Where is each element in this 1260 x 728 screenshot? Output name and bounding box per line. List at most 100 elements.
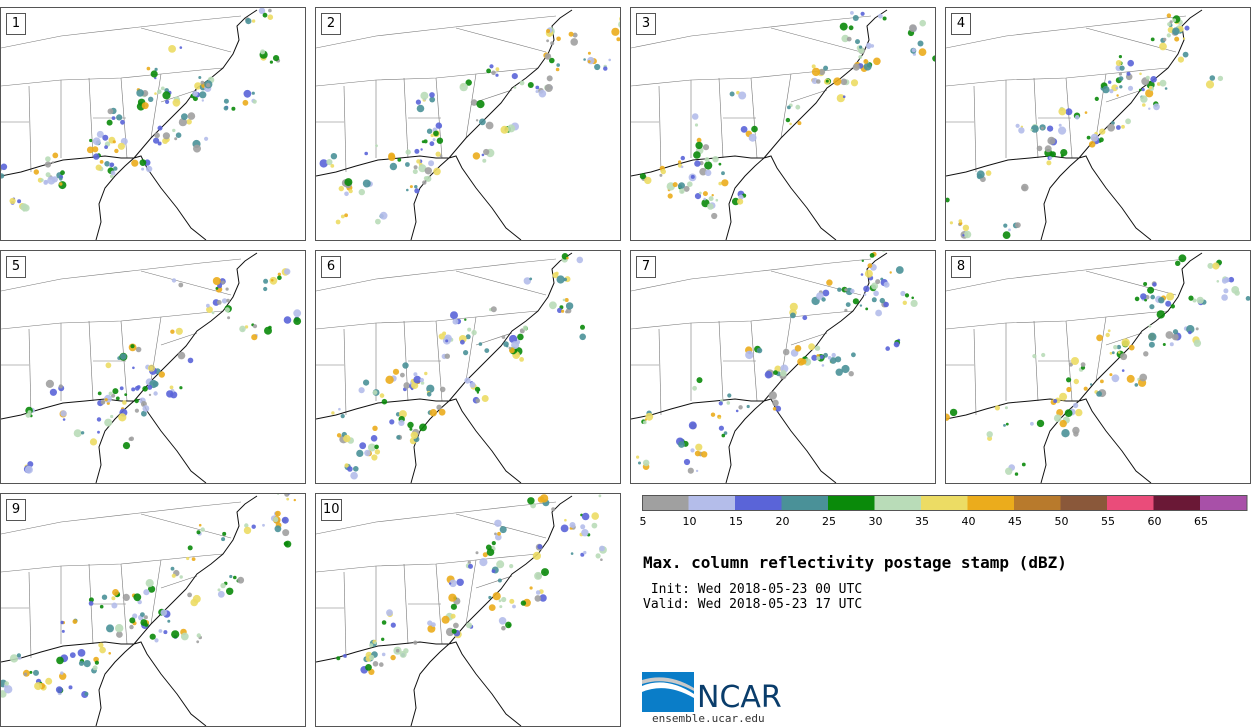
reflectivity-cell	[1148, 107, 1151, 110]
reflectivity-cell	[371, 454, 378, 461]
reflectivity-cell	[1139, 72, 1142, 76]
reflectivity-cell	[227, 316, 231, 320]
reflectivity-cell	[450, 613, 456, 619]
reflectivity-cell	[364, 449, 371, 457]
reflectivity-cell	[206, 303, 210, 308]
reflectivity-cell	[850, 79, 859, 87]
panel-number: 10	[321, 499, 342, 521]
reflectivity-cell	[511, 341, 520, 350]
reflectivity-cell	[429, 92, 435, 98]
reflectivity-cell	[1053, 399, 1058, 403]
reflectivity-cell	[537, 544, 543, 550]
reflectivity-cell	[859, 304, 863, 307]
reflectivity-cell	[569, 522, 576, 528]
colorbar-tick-label: 45	[1008, 515, 1022, 528]
reflectivity-cell	[1, 173, 5, 179]
reflectivity-cell	[1080, 362, 1086, 367]
reflectivity-cell	[92, 146, 99, 153]
reflectivity-cell	[251, 334, 258, 341]
reflectivity-cell	[166, 390, 174, 398]
reflectivity-cell	[93, 153, 100, 160]
reflectivity-cell	[1059, 392, 1068, 401]
reflectivity-cell	[1178, 254, 1187, 263]
reflectivity-cell	[429, 409, 437, 417]
reflectivity-cell	[154, 132, 160, 139]
reflectivity-cell	[645, 412, 654, 421]
reflectivity-cell	[344, 463, 349, 468]
reflectivity-cell	[33, 169, 39, 175]
reflectivity-cell	[175, 327, 183, 335]
reflectivity-cell	[694, 160, 701, 167]
init-time: Init: Wed 2018-05-23 00 UTC	[643, 582, 863, 597]
reflectivity-cell	[910, 299, 918, 307]
reflectivity-cell	[498, 617, 507, 625]
reflectivity-cell	[475, 551, 479, 555]
reflectivity-cell	[112, 140, 116, 144]
state-border	[455, 27, 547, 53]
reflectivity-cell	[140, 612, 145, 617]
reflectivity-cell	[1047, 125, 1054, 132]
coastline	[631, 155, 764, 177]
reflectivity-cell	[819, 354, 824, 360]
reflectivity-cell	[840, 78, 848, 86]
reflectivity-cell	[122, 442, 131, 450]
reflectivity-cell	[263, 278, 269, 284]
reflectivity-cell	[174, 137, 178, 141]
reflectivity-cell	[509, 564, 514, 569]
reflectivity-cell	[111, 116, 116, 120]
reflectivity-cell	[863, 62, 872, 71]
reflectivity-cell	[865, 42, 872, 49]
reflectivity-cell	[1145, 75, 1150, 80]
reflectivity-cell	[690, 174, 695, 179]
reflectivity-cell	[398, 419, 405, 426]
reflectivity-cell	[365, 664, 372, 671]
reflectivity-cell	[841, 34, 849, 43]
reflectivity-cell	[723, 431, 728, 435]
reflectivity-cell	[343, 654, 347, 658]
reflectivity-cell	[539, 594, 547, 602]
reflectivity-cell	[418, 164, 427, 173]
reflectivity-cell	[187, 545, 193, 551]
reflectivity-cell	[1182, 51, 1189, 58]
reflectivity-cell	[1149, 304, 1155, 310]
reflectivity-cell	[379, 393, 385, 398]
reflectivity-cell	[878, 13, 883, 19]
reflectivity-cell	[420, 91, 429, 100]
reflectivity-cell	[143, 589, 150, 596]
reflectivity-cell	[845, 302, 851, 307]
reflectivity-cell	[111, 393, 116, 398]
reflectivity-cell	[831, 352, 836, 358]
reflectivity-cell	[1117, 351, 1121, 354]
reflectivity-cell	[740, 126, 748, 133]
reflectivity-cell	[881, 251, 886, 252]
reflectivity-cell	[34, 682, 43, 691]
panel-number: 6	[321, 256, 341, 278]
reflectivity-cell	[124, 393, 128, 396]
reflectivity-cell	[433, 167, 441, 176]
stamp-panel-4: 4	[945, 7, 1251, 241]
reflectivity-map	[1, 494, 296, 726]
reflectivity-cell	[546, 29, 551, 33]
reflectivity-cell	[701, 451, 708, 458]
reflectivity-cell	[450, 311, 458, 320]
reflectivity-cell	[529, 277, 533, 281]
reflectivity-cell	[698, 191, 702, 195]
reflectivity-cell	[520, 600, 527, 606]
reflectivity-cell	[459, 82, 468, 92]
reflectivity-cell	[1100, 379, 1104, 384]
reflectivity-cell	[196, 530, 201, 535]
reflectivity-cell	[160, 609, 168, 616]
reflectivity-cell	[424, 167, 432, 175]
reflectivity-cell	[580, 324, 585, 330]
reflectivity-cell	[356, 449, 364, 457]
reflectivity-cell	[517, 333, 524, 341]
reflectivity-cell	[1216, 280, 1220, 283]
reflectivity-cell	[69, 652, 76, 658]
reflectivity-cell	[171, 630, 180, 639]
reflectivity-cell	[1089, 383, 1093, 386]
reflectivity-cell	[293, 498, 296, 502]
reflectivity-cell	[403, 382, 410, 389]
state-border	[631, 258, 872, 292]
reflectivity-cell	[252, 324, 258, 329]
reflectivity-cell	[695, 443, 703, 451]
